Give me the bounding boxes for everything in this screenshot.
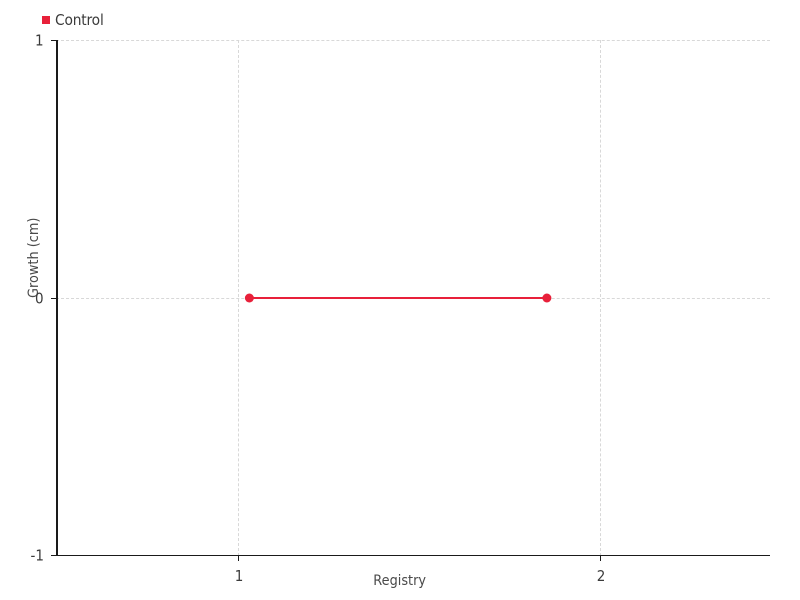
- y-ticklabel-neg1: -1: [30, 546, 44, 565]
- x-axis-title-text: Registry: [373, 573, 427, 589]
- gridline-y-1: [56, 40, 770, 41]
- legend-entry-control[interactable]: Control: [42, 10, 108, 29]
- x-axis-line: [56, 554, 770, 556]
- y-axis-title: Growth (cm): [26, 217, 42, 298]
- y-tick-1: 1: [35, 33, 56, 48]
- plot-area: 1 0 -1 1 2: [31, 33, 770, 584]
- x-ticklabel-2: 2: [596, 567, 606, 585]
- series-markers-control: [244, 293, 552, 303]
- y-ticklabel-1: 1: [35, 31, 44, 50]
- data-point[interactable]: [244, 293, 254, 303]
- data-series-layer: [244, 293, 552, 303]
- y-ticklabel-0: 0: [35, 289, 44, 308]
- series-control[interactable]: [244, 293, 552, 303]
- y-tick-0: 0: [35, 291, 56, 306]
- x-axis-title: Registry: [0, 574, 800, 588]
- y-axis-line: [56, 40, 58, 556]
- x-tick-2: 2: [597, 556, 605, 584]
- data-point[interactable]: [542, 293, 552, 303]
- legend-swatch-icon: [42, 16, 50, 24]
- x-tick-1: 1: [235, 556, 243, 584]
- gridline-x-1: [238, 40, 239, 556]
- legend-label: Control: [55, 10, 104, 29]
- y-tick-neg1: -1: [31, 548, 56, 563]
- gridline-x-2: [600, 40, 601, 556]
- chart-legend: Control: [42, 11, 108, 29]
- x-ticklabel-1: 1: [234, 567, 244, 585]
